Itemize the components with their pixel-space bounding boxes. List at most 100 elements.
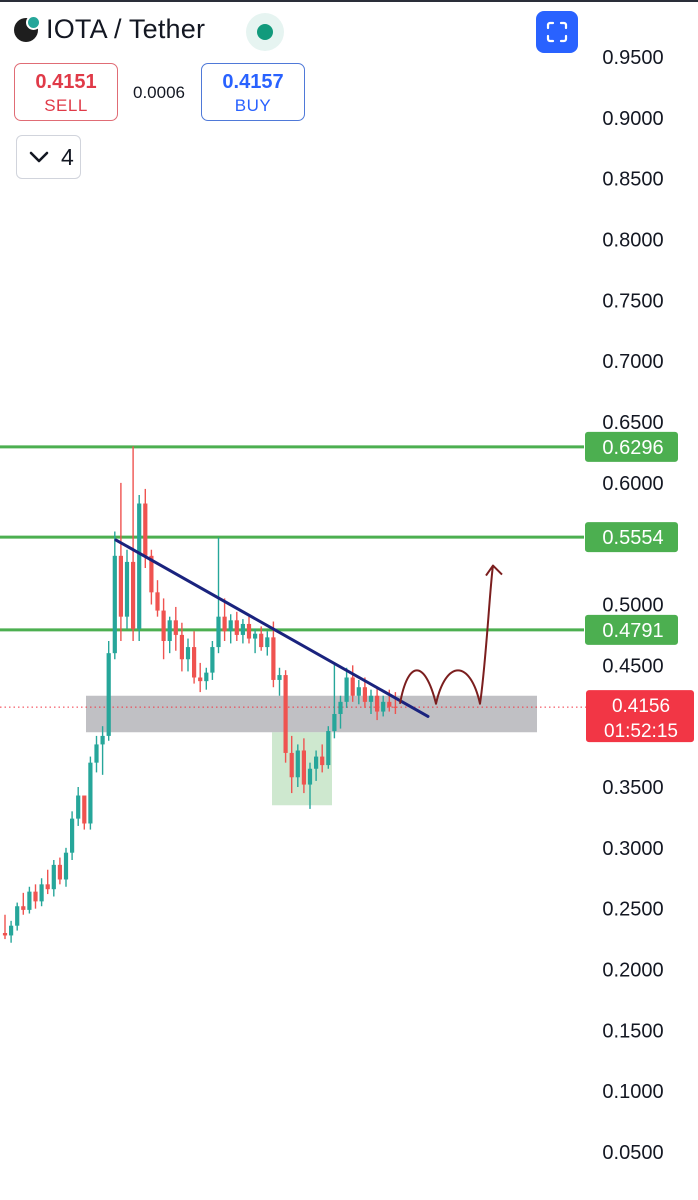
- candle-body: [393, 706, 398, 708]
- y-axis-tick-label: 0.1500: [602, 1020, 663, 1042]
- candle-body: [228, 620, 233, 632]
- candle-body: [15, 906, 20, 926]
- market-open-dot-icon: [246, 13, 284, 51]
- buy-label: BUY: [234, 96, 272, 115]
- candle-body: [100, 735, 105, 745]
- support-zone[interactable]: [86, 695, 537, 733]
- candle-countdown: 01:52:15: [604, 721, 678, 742]
- candle-body: [173, 620, 178, 635]
- last-price-value: 0.4156: [612, 696, 670, 717]
- candle-body: [149, 555, 154, 593]
- iota-logo-icon: [14, 14, 41, 42]
- candle-body: [2, 933, 8, 936]
- candle-body: [240, 623, 245, 635]
- candle-body: [277, 675, 282, 680]
- y-axis-tick-label: 0.6500: [602, 412, 663, 434]
- candle-body: [295, 750, 300, 778]
- candle-body: [344, 677, 349, 702]
- y-axis-tick-label: 0.4500: [602, 655, 663, 677]
- candle-body: [246, 623, 252, 639]
- candle-body: [106, 653, 111, 736]
- y-axis-tick-label: 0.9000: [602, 108, 663, 130]
- fullscreen-icon: [546, 21, 568, 43]
- descending-trendline[interactable]: [114, 538, 430, 718]
- candle-body: [45, 884, 50, 890]
- candle-body: [39, 884, 44, 902]
- chevron-down-icon: [29, 151, 49, 163]
- sell-label: SELL: [44, 96, 88, 115]
- candle-body: [161, 610, 166, 641]
- candle-body: [234, 620, 239, 635]
- y-axis-tick-label: 0.9500: [602, 47, 663, 69]
- candle-body: [185, 647, 191, 660]
- candle-body: [112, 555, 117, 654]
- candle-body: [198, 677, 203, 682]
- candle-body: [179, 634, 184, 660]
- candle-body: [356, 687, 361, 696]
- y-axis-tick-label: 0.2000: [602, 960, 663, 982]
- candle-body: [307, 768, 313, 785]
- candle-body: [94, 744, 99, 763]
- candle-body: [362, 687, 367, 702]
- buy-price: 0.4157: [222, 71, 284, 93]
- candle-body: [283, 675, 288, 753]
- y-axis-tick-label: 0.0500: [602, 1142, 663, 1164]
- fullscreen-button[interactable]: [536, 11, 578, 53]
- candle-body: [118, 555, 123, 617]
- candle-body: [320, 756, 325, 766]
- candle-body: [338, 701, 343, 714]
- candle-body: [27, 891, 32, 910]
- buy-button[interactable]: 0.4157 BUY: [201, 63, 305, 121]
- interval-value: 4: [61, 144, 74, 170]
- level-price-badge: [585, 522, 678, 553]
- level-price-label: 0.4791: [602, 620, 663, 642]
- top-border: [0, 0, 698, 2]
- candle-body: [387, 701, 392, 707]
- candle-body: [259, 633, 264, 648]
- candle-body: [63, 852, 69, 880]
- candle-body: [204, 672, 209, 682]
- level-price-badge: [585, 614, 678, 645]
- projection-arrow[interactable]: [399, 564, 503, 705]
- y-axis-tick-label: 0.1000: [602, 1081, 663, 1103]
- y-axis-tick-label: 0.6000: [602, 473, 663, 495]
- candle-body: [155, 592, 160, 611]
- y-axis-tick-label: 0.7000: [602, 351, 663, 373]
- candle-body: [253, 633, 258, 639]
- candle-body: [51, 864, 56, 890]
- candle-body: [289, 752, 294, 778]
- sell-price: 0.4151: [35, 71, 97, 93]
- candle-body: [9, 925, 14, 936]
- level-price-label: 0.6296: [602, 437, 663, 459]
- candle-body: [271, 637, 276, 680]
- y-axis-tick-label: 0.2500: [602, 899, 663, 921]
- candle-body: [368, 695, 374, 702]
- candle-body: [301, 750, 306, 785]
- price-axis[interactable]: 0.9500 0.9000 0.8500 0.8000 0.7500 0.7000 0.65…: [602, 47, 663, 1164]
- candle-body: [314, 756, 319, 769]
- y-axis-tick-label: 0.7500: [602, 290, 663, 312]
- candle-body: [33, 891, 38, 902]
- symbol-title: IOTA / Tether: [46, 14, 206, 44]
- candle-body: [381, 701, 386, 712]
- candle-body: [70, 818, 75, 853]
- level-price-label: 0.5554: [602, 527, 663, 549]
- candle-body: [375, 695, 380, 712]
- candle-body: [192, 647, 197, 678]
- candle-body: [137, 503, 142, 629]
- interval-selector[interactable]: 4: [16, 135, 81, 179]
- candle-body: [326, 731, 331, 766]
- y-axis-tick-label: 0.8500: [602, 169, 663, 191]
- symbol-header[interactable]: IOTA / Tether: [14, 14, 205, 45]
- spread-value: 0.0006: [133, 83, 185, 102]
- y-axis-tick-label: 0.3000: [602, 838, 663, 860]
- y-axis-tick-label: 0.8000: [602, 230, 663, 252]
- candle-body: [76, 795, 81, 819]
- candle-body: [82, 795, 87, 824]
- y-axis-tick-label: 0.3500: [602, 777, 663, 799]
- candle-body: [216, 616, 221, 648]
- sell-button[interactable]: 0.4151 SELL: [14, 63, 118, 121]
- candle-body: [167, 620, 172, 641]
- y-axis-tick-label: 0.5000: [602, 595, 663, 617]
